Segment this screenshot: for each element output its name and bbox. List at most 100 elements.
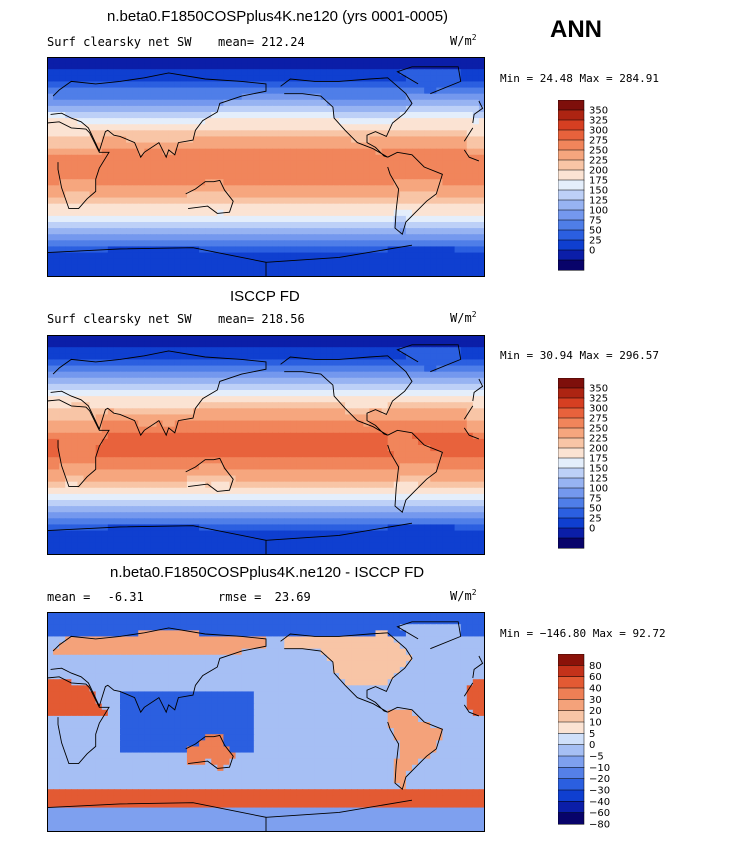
map-cell — [363, 234, 371, 241]
map-cell — [363, 371, 371, 379]
map-cell — [466, 487, 474, 495]
map-cell — [217, 173, 225, 180]
map-cell — [430, 396, 437, 403]
map-cell — [59, 487, 66, 495]
map-cell — [290, 426, 298, 434]
map-cell — [235, 365, 243, 373]
map-cell — [266, 457, 273, 464]
map-cell — [150, 414, 158, 422]
map-cell — [95, 270, 103, 277]
map-cell — [442, 57, 450, 64]
map-cell — [278, 371, 285, 379]
map-cell — [314, 87, 322, 95]
map-cell — [174, 252, 182, 260]
map-cell — [272, 451, 279, 458]
map-cell — [113, 142, 121, 150]
map-cell — [223, 112, 231, 119]
map-cell — [302, 240, 310, 248]
map-cell — [77, 173, 85, 180]
map-cell — [351, 209, 358, 217]
map-cell — [284, 487, 291, 495]
map-cell — [150, 438, 158, 446]
map-cell — [278, 142, 285, 150]
map-cell — [205, 365, 212, 373]
map-cell — [278, 63, 285, 70]
map-cell — [47, 105, 54, 113]
map-cell — [454, 432, 462, 440]
map-cell — [89, 197, 97, 205]
map-cell — [101, 463, 109, 471]
map-cell — [308, 377, 316, 385]
map-cell — [393, 487, 401, 495]
map-cell — [284, 185, 291, 193]
map-cell — [424, 493, 431, 501]
map-cell — [101, 506, 109, 513]
map-cell — [53, 87, 60, 95]
map-cell — [253, 408, 261, 416]
map-cell — [235, 87, 243, 95]
map-cell — [339, 500, 346, 507]
map-cell — [162, 69, 170, 76]
map-cell — [320, 500, 328, 507]
map-cell — [156, 185, 164, 193]
map-cell — [339, 445, 346, 452]
map-cell — [345, 481, 352, 489]
map-cell — [290, 365, 298, 373]
map-cell — [150, 270, 158, 277]
map-cell — [454, 487, 462, 495]
map-cell — [442, 167, 450, 174]
map-cell — [472, 487, 480, 495]
map-cell — [107, 432, 115, 440]
map-cell — [418, 197, 425, 205]
map-cell — [357, 506, 364, 513]
map-cell — [77, 57, 85, 64]
map-cell — [351, 377, 358, 385]
map-cell — [168, 353, 176, 361]
map-cell — [205, 457, 212, 464]
map-cell — [168, 167, 176, 174]
map-cell — [223, 75, 231, 83]
map-cell — [448, 179, 456, 186]
map-cell — [53, 252, 60, 260]
map-cell — [454, 512, 462, 519]
map-cell — [448, 112, 456, 119]
map-cell — [174, 377, 182, 385]
map-cell — [412, 438, 419, 446]
map-cell — [71, 264, 79, 272]
map-cell — [351, 426, 358, 434]
map-cell — [369, 87, 377, 95]
map-cell — [71, 371, 79, 379]
map-cell — [399, 426, 407, 434]
map-cell — [156, 264, 164, 272]
map-cell — [186, 118, 194, 125]
map-cell — [460, 228, 468, 235]
map-cell — [235, 432, 243, 440]
map-cell — [180, 142, 188, 150]
map-cell — [113, 185, 121, 193]
map-cell — [381, 445, 389, 452]
map-cell — [466, 341, 474, 348]
map-cell — [381, 359, 389, 367]
map-cell — [138, 203, 145, 211]
map-cell — [302, 215, 310, 223]
map-cell — [229, 69, 237, 76]
map-cell — [83, 426, 91, 434]
map-cell — [339, 173, 346, 180]
map-cell — [65, 402, 72, 409]
map-cell — [357, 402, 364, 409]
map-cell — [71, 93, 79, 101]
map-cell — [332, 451, 340, 458]
map-cell — [399, 390, 407, 397]
map-cell — [430, 246, 437, 254]
map-cell — [454, 365, 462, 373]
map-cell — [430, 518, 437, 526]
map-cell — [77, 203, 85, 211]
map-cell — [363, 191, 371, 199]
map-cell — [442, 160, 450, 168]
map-cell — [89, 493, 97, 501]
map-cell — [59, 87, 66, 95]
map-cell — [59, 148, 66, 156]
map-cell — [95, 258, 103, 266]
map-cell — [53, 500, 60, 507]
map-cell — [399, 191, 407, 199]
